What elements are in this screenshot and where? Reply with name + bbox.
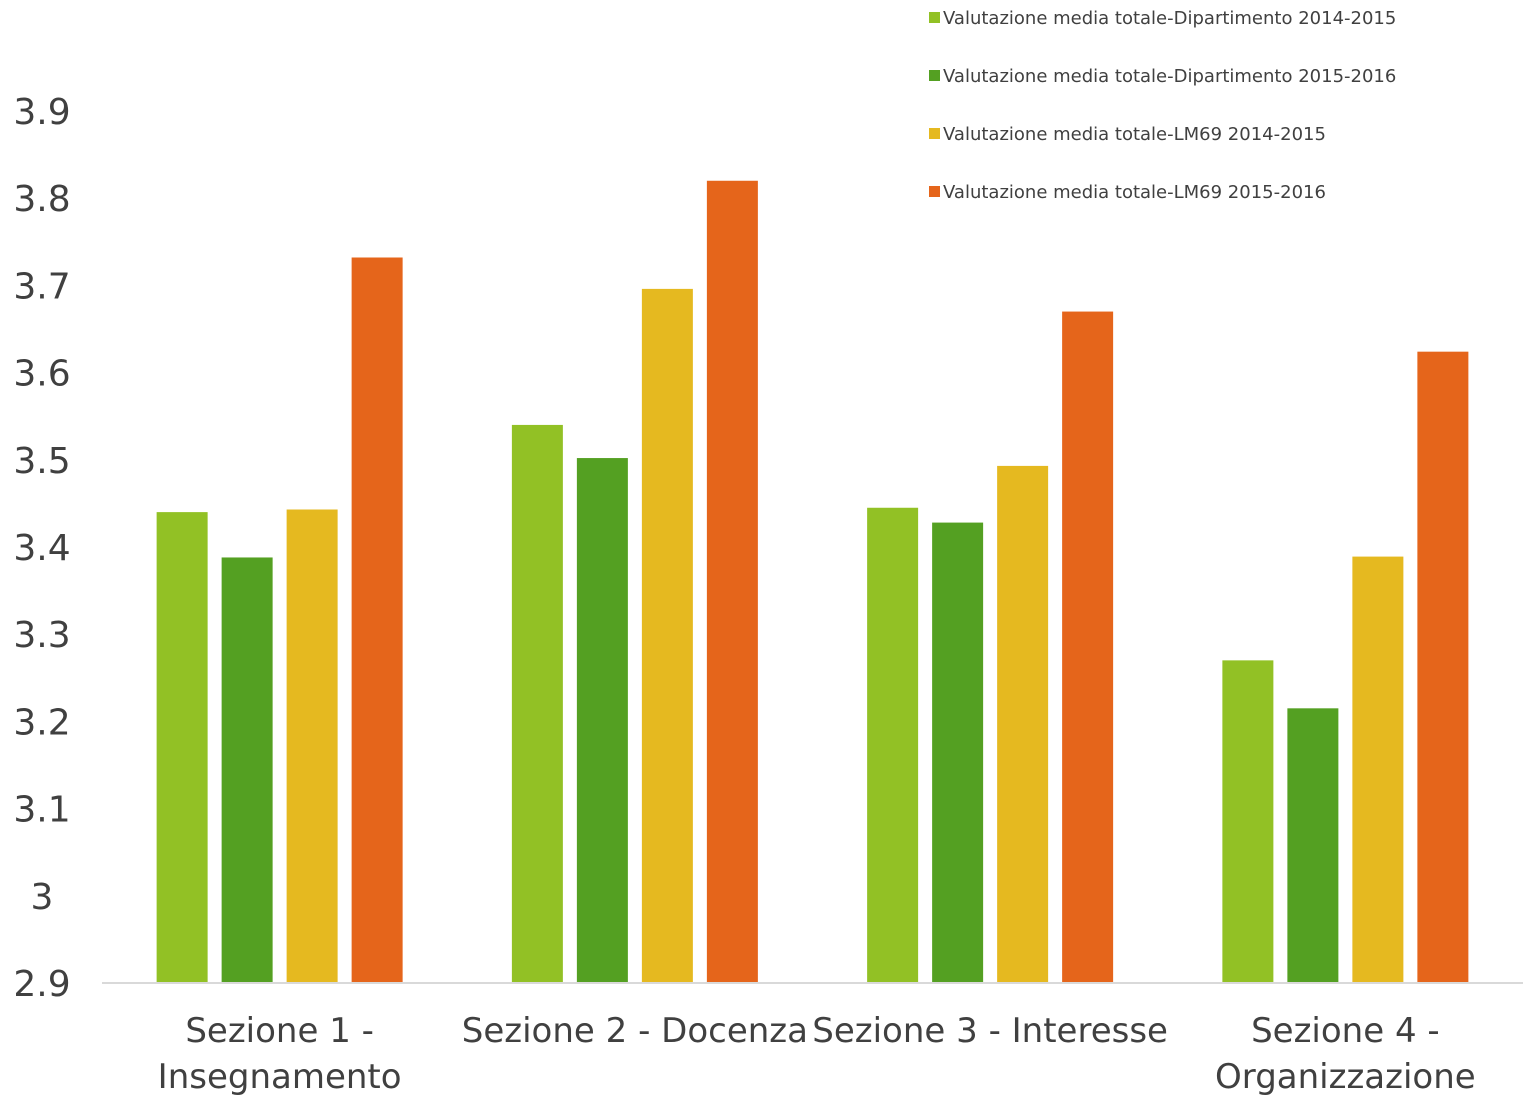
y-tick-label: 3.8 — [13, 179, 70, 220]
y-tick-label: 3.1 — [13, 790, 70, 831]
legend-swatch — [929, 186, 940, 197]
legend-label: Valutazione media totale-Dipartimento 20… — [943, 66, 1396, 87]
bar — [156, 512, 208, 983]
bar — [932, 522, 984, 983]
legend: Valutazione media totale-Dipartimento 20… — [929, 8, 1396, 203]
legend-swatch — [929, 12, 940, 23]
y-tick-label: 3.7 — [13, 266, 70, 307]
bar — [706, 180, 758, 983]
bar — [867, 507, 919, 983]
x-tick-label-line: Sezione 2 - Docenza — [462, 1011, 808, 1051]
y-tick-label: 3.3 — [13, 615, 70, 656]
y-tick-label: 3.4 — [13, 528, 70, 569]
y-axis: 2.9 3 3.1 3.2 3.3 3.4 3.5 3.6 3.7 3.8 3.9 — [13, 92, 70, 1005]
bar — [511, 424, 563, 983]
bar — [1062, 311, 1114, 983]
x-tick-label-line: Sezione 4 - — [1251, 1011, 1440, 1051]
bar — [286, 509, 338, 983]
bar — [1287, 708, 1339, 983]
x-axis: Sezione 1 - Insegnamento Sezione 2 - Docen… — [158, 1011, 1476, 1096]
legend-swatch — [929, 70, 940, 81]
bars-group — [156, 180, 1469, 984]
legend-label: Valutazione media totale-LM69 2014-2015 — [943, 124, 1326, 145]
x-tick-label: Sezione 3 - Interesse — [812, 1011, 1168, 1051]
x-tick-label: Sezione 4 - Organizzazione — [1215, 1011, 1476, 1096]
legend-swatch — [929, 128, 940, 139]
y-tick-label: 3 — [31, 877, 54, 918]
bar — [641, 288, 693, 983]
x-tick-label-line: Organizzazione — [1215, 1057, 1476, 1096]
bar — [351, 257, 403, 984]
bar — [221, 557, 273, 983]
bar — [1417, 351, 1469, 983]
x-tick-label: Sezione 2 - Docenza — [462, 1011, 808, 1051]
bar — [1352, 556, 1404, 983]
bar — [576, 458, 628, 983]
y-tick-label: 3.9 — [13, 92, 70, 133]
x-tick-label-line: Insegnamento — [158, 1057, 402, 1096]
legend-label: Valutazione media totale-LM69 2015-2016 — [943, 182, 1326, 203]
legend-label: Valutazione media totale-Dipartimento 20… — [943, 8, 1396, 29]
y-tick-label: 2.9 — [13, 964, 70, 1005]
x-tick-label-line: Sezione 1 - — [185, 1011, 374, 1051]
y-tick-label: 3.2 — [13, 702, 70, 743]
bar — [1222, 660, 1274, 983]
y-tick-label: 3.6 — [13, 354, 70, 395]
x-tick-label: Sezione 1 - Insegnamento — [158, 1011, 402, 1096]
x-tick-label-line: Sezione 3 - Interesse — [812, 1011, 1168, 1051]
y-tick-label: 3.5 — [13, 441, 70, 482]
bar — [997, 465, 1049, 983]
